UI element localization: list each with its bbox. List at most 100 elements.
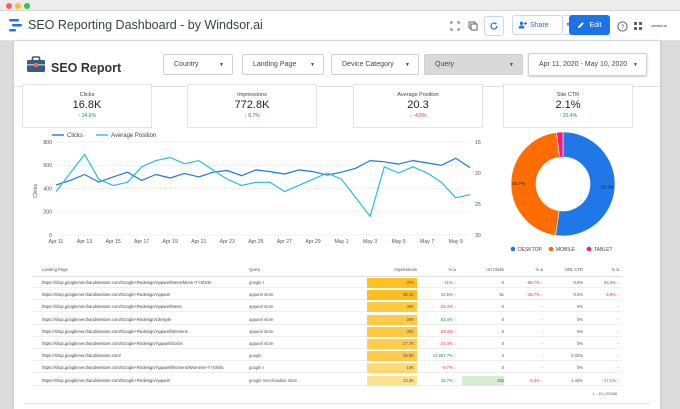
cell-url-clicks-delta: - <box>541 328 543 334</box>
close-window-icon[interactable] <box>6 3 12 9</box>
table-row[interactable]: https://shop.googlemerchandisestore.com/… <box>32 326 622 337</box>
legend-label: DESKTOP <box>518 247 542 253</box>
y-right-tick-label: 20 <box>475 171 481 177</box>
cell-url-ctr: 0% <box>576 341 583 346</box>
table-pagination[interactable]: 1 - 10 / 22348 <box>592 391 617 396</box>
col-header-impressions[interactable]: Impressions <box>394 267 417 272</box>
col-header-query[interactable]: Query <box>249 267 261 272</box>
filter-landing-page[interactable]: Landing Page ▼ <box>242 54 324 75</box>
legend-dot <box>510 246 516 252</box>
table-row[interactable]: https://shop.googlemerchandisestore.com/… <box>32 314 622 325</box>
y-left-tick-label: 400 <box>43 186 52 192</box>
share-button[interactable]: Share <box>512 15 563 35</box>
cell-url-ctr: 1.44% <box>571 377 583 383</box>
fullscreen-icon[interactable] <box>448 16 462 36</box>
table-row[interactable]: https://shop.googlemerchandisestore.com/… <box>32 351 622 362</box>
cell-url-ctr-delta: - <box>617 365 619 371</box>
cell-url-ctr-delta: -3.8% ↓ <box>604 292 619 298</box>
donut-slice-tablet <box>556 131 564 158</box>
table-row[interactable]: https://shop.googlemerchandisestore.com/… <box>32 290 622 301</box>
app-toolbar: SEO Reporting Dashboard - by Windsor.ai … <box>0 11 680 41</box>
share-label: Share <box>530 21 549 29</box>
col-header-url-clicks[interactable]: Url Clicks <box>486 267 504 272</box>
cell-url-ctr-delta: - <box>617 353 619 359</box>
apps-grid-icon[interactable] <box>633 16 643 36</box>
cell-url-clicks-delta: - <box>541 316 543 322</box>
cell-query: apparel store <box>249 316 274 322</box>
cell-impressions: 30K <box>367 326 417 337</box>
cell-impressions: 38.1K <box>367 290 417 301</box>
maximize-window-icon[interactable] <box>24 3 30 9</box>
next-section-divider <box>24 403 650 409</box>
edit-button[interactable]: Edit <box>569 15 610 35</box>
device-donut-chart: 52.3% 45.7% DESKTOP MOBILE TABLET <box>510 131 616 253</box>
x-tick-label: Apr 11 <box>49 239 64 245</box>
col-header-landing-page[interactable]: Landing Page <box>42 267 68 272</box>
caret-down-icon: ▼ <box>509 62 514 68</box>
filter-query-label: Query <box>435 61 455 68</box>
cell-impressions: 27.7K <box>367 339 417 349</box>
cell-url-clicks: 0 <box>501 280 504 285</box>
cell-impressions-delta: -9.7% ↓ <box>441 365 456 371</box>
scorecard-delta: ↓ -4.5% <box>409 113 427 119</box>
help-icon[interactable]: ? <box>616 16 628 36</box>
scorecard-value: 2.1% <box>555 99 581 111</box>
refresh-icon[interactable] <box>484 16 504 36</box>
y-right-tick-label: 25 <box>475 202 481 208</box>
cell-query: google t <box>249 280 264 285</box>
cell-landing-page: https://shop.googlemerchandisestore.com/ <box>42 353 121 359</box>
cell-landing-page: https://shop.googlemerchandisestore.com/… <box>42 341 183 346</box>
minimize-window-icon[interactable] <box>15 3 21 9</box>
x-tick-label: Apr 17 <box>134 239 149 245</box>
table-row[interactable]: https://shop.googlemerchandisestore.com/… <box>32 375 622 386</box>
table-row[interactable]: https://shop.googlemerchandisestore.com/… <box>32 302 622 313</box>
legend-label: MOBILE <box>556 247 576 253</box>
caret-down-icon: ▼ <box>310 62 315 68</box>
filter-query[interactable]: Query ▼ <box>424 54 523 75</box>
cell-url-clicks: 0 <box>501 316 504 322</box>
x-tick-label: May 5 <box>392 239 406 245</box>
y-axis-label: Clicks <box>33 184 39 198</box>
x-tick-label: Apr 15 <box>105 239 120 245</box>
cell-impressions: 19K <box>367 363 417 374</box>
x-tick-label: Apr 13 <box>77 239 92 245</box>
account-avatar[interactable]: windsor.ai <box>651 24 667 28</box>
cell-url-clicks-delta: -4.3% ↓ <box>528 377 543 383</box>
cell-landing-page: https://shop.googlemerchandisestore.com/… <box>42 316 172 322</box>
x-tick-label: Apr 21 <box>191 239 206 245</box>
table-row[interactable]: https://shop.googlemerchandisestore.com/… <box>32 339 622 349</box>
col-header-url-clicks-delta[interactable]: % Δ <box>535 267 543 272</box>
filter-country[interactable]: Country ▼ <box>163 54 233 75</box>
x-tick-label: May 9 <box>449 239 463 245</box>
donut-slice-desktop <box>555 131 616 237</box>
cell-impressions-delta: 83.4% ↑ <box>440 316 456 322</box>
filter-device-category[interactable]: Device Category ▼ <box>331 54 419 75</box>
col-header-impressions-delta[interactable]: % Δ <box>448 267 456 272</box>
x-tick-label: Apr 29 <box>305 239 320 245</box>
x-tick-label: Apr 25 <box>248 239 263 245</box>
y-left-tick-label: 800 <box>43 140 52 146</box>
clicks-position-line-chart: 0 200 400 600 800 30 25 20 15 Clicks Apr 11 Apr 13 A… <box>33 133 481 245</box>
table-row[interactable]: https://shop.googlemerchandisestore.com/… <box>32 363 622 374</box>
scorecard-label: Site CTR <box>556 92 580 98</box>
cell-url-ctr: 0.2% <box>573 292 583 298</box>
slice-value-label: 45.7% <box>512 181 525 186</box>
cell-landing-page: https://shop.googlemerchandisestore.com/… <box>42 377 171 383</box>
scorecard-delta: ↑ 20.4% <box>558 113 578 119</box>
cell-impressions: 28.8K <box>367 351 417 362</box>
col-header-url-ctr[interactable]: URL CTR <box>565 267 583 272</box>
copy-icon[interactable] <box>466 16 480 36</box>
caret-down-icon: ▼ <box>219 62 224 68</box>
app-title: SEO Reporting Dashboard - by Windsor.ai <box>28 18 263 32</box>
pencil-icon <box>578 22 585 28</box>
cell-impressions-delta: -24.4% ↓ <box>439 341 456 346</box>
cell-impressions: 29K <box>367 314 417 325</box>
legend-dot <box>586 246 592 252</box>
cell-query: google <box>249 353 262 359</box>
scorecard-label: Average Position <box>397 92 439 98</box>
svg-text:?: ? <box>620 23 624 30</box>
col-header-url-ctr-delta[interactable]: % Δ <box>611 267 619 272</box>
date-range-picker[interactable]: Apr 11, 2020 - May 10, 2020 ▼ <box>528 53 647 76</box>
cell-url-clicks: 0 <box>501 304 504 310</box>
table-row[interactable]: https://shop.googlemerchandisestore.com/… <box>32 278 622 288</box>
